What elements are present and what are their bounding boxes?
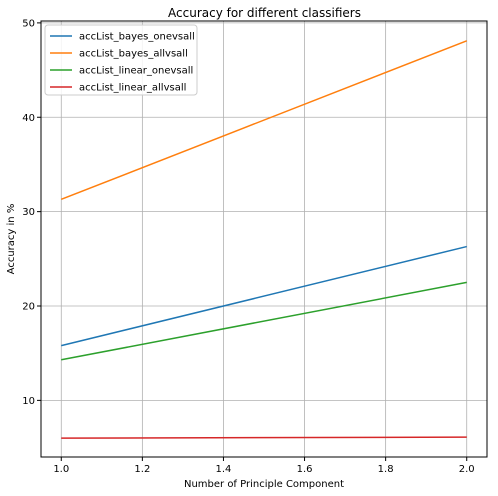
x-tick-label: 1.6 [297, 464, 313, 475]
series-line-accList_linear_allvsall [61, 436, 467, 439]
y-tick-label: 30 [22, 207, 35, 218]
series-line-accList_bayes_allvsall [60, 40, 468, 201]
y-tick-label: 10 [22, 396, 35, 407]
legend-label: accList_bayes_allvsall [79, 49, 188, 60]
x-tick-label: 1.2 [134, 464, 150, 475]
y-tick-label: 20 [22, 302, 35, 313]
y-axis: 10 20 30 40 50 [22, 18, 41, 407]
y-tick-label: 40 [22, 113, 35, 124]
series-line-accList_bayes_onevsall [61, 245, 467, 347]
legend: accList_bayes_onevsall accList_bayes_allv… [44, 24, 198, 96]
x-tick-label: 1.0 [53, 464, 69, 475]
plot-frame [40, 20, 488, 458]
x-tick-label: 1.4 [216, 464, 232, 475]
series-lines [60, 40, 468, 439]
x-tick-label: 2.0 [459, 464, 475, 475]
legend-label: accList_linear_allvsall [79, 83, 186, 94]
legend-label: accList_linear_onevsall [79, 66, 193, 77]
x-axis-label: Number of Principle Component [184, 479, 344, 490]
chart-title: Accuracy for different classifiers [168, 6, 361, 20]
y-axis-label: Accuracy in % [6, 204, 17, 275]
y-tick-label: 50 [22, 18, 35, 29]
series-line-accList_linear_onevsall [61, 281, 467, 361]
legend-label: accList_bayes_onevsall [79, 32, 195, 43]
x-tick-label: 1.8 [378, 464, 394, 475]
x-axis: 1.0 1.2 1.4 1.6 1.8 2.0 [53, 457, 475, 475]
legend-box [44, 24, 198, 96]
